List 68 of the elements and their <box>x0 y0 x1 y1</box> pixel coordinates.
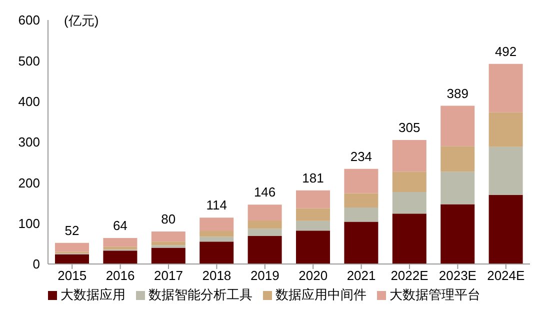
y-axis-title: (亿元) <box>64 12 99 30</box>
bar <box>200 236 234 242</box>
bar <box>151 248 186 264</box>
bar <box>488 194 523 264</box>
bar <box>248 236 282 264</box>
bar <box>488 112 523 147</box>
x-tick-label: 2017 <box>154 268 183 284</box>
x-tick-label: 2016 <box>106 268 135 284</box>
bar <box>392 214 426 264</box>
x-tick-label: 2015 <box>58 268 87 284</box>
bar <box>440 204 475 264</box>
total-label: 80 <box>161 211 176 226</box>
bar <box>440 106 475 146</box>
bar <box>488 64 523 112</box>
y-tick-label: 600 <box>18 12 40 28</box>
total-label: 181 <box>302 170 324 186</box>
bar <box>103 250 138 264</box>
bar <box>151 242 186 246</box>
bar <box>200 242 234 264</box>
bar <box>296 190 330 208</box>
bar <box>248 204 282 220</box>
bar <box>440 146 475 172</box>
bar <box>296 230 330 264</box>
y-tick-label: 200 <box>18 175 40 190</box>
bar <box>344 193 378 208</box>
total-label: 492 <box>494 44 517 59</box>
x-tick-label: 2022E <box>390 268 429 284</box>
x-tick-label: 2021 <box>346 268 376 284</box>
total-label: 305 <box>398 120 420 135</box>
bar <box>392 140 426 172</box>
bar <box>296 208 330 221</box>
y-tick-label: 0 <box>32 256 40 272</box>
total-label: 389 <box>446 86 468 101</box>
legend-label: 数据应用中间件 <box>276 287 366 302</box>
bar <box>248 228 282 236</box>
total-label: 146 <box>254 184 276 200</box>
y-tick-label: 300 <box>18 134 40 150</box>
bar <box>55 254 89 264</box>
x-tick-label: 2023E <box>438 268 477 284</box>
total-label: 114 <box>206 198 227 213</box>
bar <box>248 220 282 229</box>
y-tick-label: 100 <box>18 216 40 231</box>
bar <box>103 238 138 247</box>
bar <box>55 242 89 252</box>
bar <box>103 246 138 250</box>
bar <box>200 231 234 237</box>
bar <box>344 207 378 222</box>
bar <box>151 231 186 242</box>
y-tick-label: 400 <box>18 94 40 109</box>
legend-label: 数据智能分析工具 <box>148 287 252 302</box>
bar <box>200 218 234 232</box>
legend-label: 大数据管理平台 <box>390 287 480 302</box>
bar <box>392 172 426 192</box>
bar <box>392 192 426 214</box>
x-tick-label: 2019 <box>250 268 280 284</box>
bar <box>488 146 523 195</box>
total-label: 52 <box>64 222 80 238</box>
bar <box>344 168 378 194</box>
total-label: 64 <box>112 218 128 233</box>
legend-label: 大数据应用 <box>60 287 126 302</box>
total-label: 234 <box>350 148 372 164</box>
bar <box>440 172 475 204</box>
bar <box>344 222 378 264</box>
bar <box>296 220 330 231</box>
y-tick-label: 500 <box>18 53 40 68</box>
x-tick-label: 2020 <box>298 268 328 284</box>
x-tick-label: 2018 <box>202 268 232 284</box>
x-tick-label: 2024E <box>487 268 526 284</box>
